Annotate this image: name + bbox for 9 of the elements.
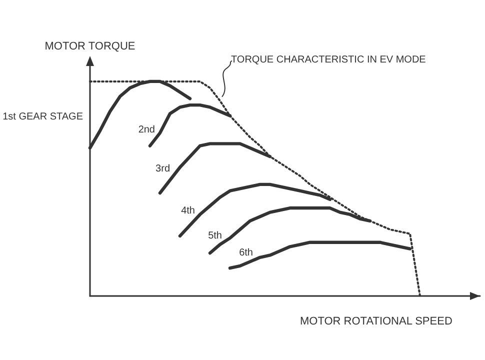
y-axis-title: MOTOR TORQUE bbox=[44, 40, 136, 52]
series-label: 3rd bbox=[156, 164, 170, 175]
x-axis-title: MOTOR ROTATIONAL SPEED bbox=[300, 316, 452, 328]
series-label: 2nd bbox=[138, 124, 155, 136]
series-label: 5th bbox=[208, 230, 222, 242]
series-label: 4th bbox=[181, 205, 195, 216]
series-label: 6th bbox=[239, 248, 253, 259]
text: TORQUE CHARACTERISTIC IN EV MODE bbox=[231, 54, 426, 66]
series-label: 1st GEAR STAGE bbox=[2, 111, 84, 122]
